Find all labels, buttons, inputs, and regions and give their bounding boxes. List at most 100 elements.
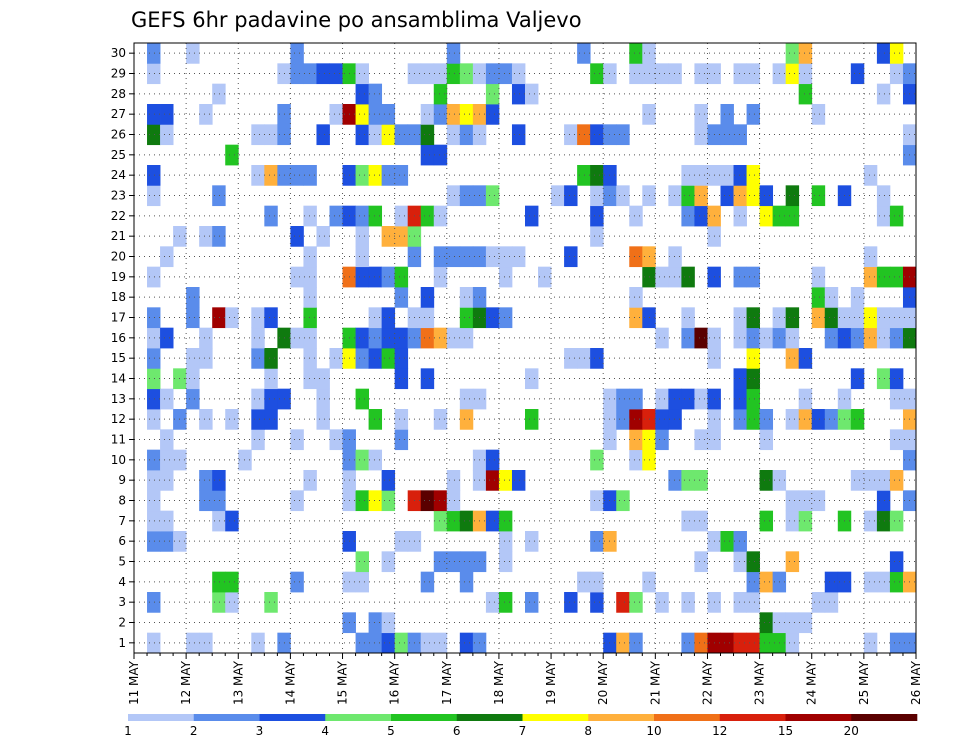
heatmap-cell xyxy=(590,490,604,512)
heatmap-cell xyxy=(186,368,200,390)
heatmap-cell xyxy=(577,571,591,593)
heatmap-cell xyxy=(746,592,760,613)
heatmap-cell xyxy=(889,470,904,491)
y-tick-label: 19 xyxy=(111,270,126,284)
heatmap-cell xyxy=(264,348,278,369)
heatmap-cell xyxy=(264,165,278,186)
heatmap-cell xyxy=(225,409,239,430)
heatmap-cell xyxy=(889,368,904,390)
heatmap-cell xyxy=(160,246,174,268)
heatmap-cell xyxy=(668,388,682,410)
heatmap-cell xyxy=(433,551,448,573)
heatmap-cell xyxy=(759,185,774,207)
heatmap-cell xyxy=(368,124,383,146)
heatmap-cell xyxy=(889,429,904,451)
heatmap-cell xyxy=(590,449,604,471)
y-tick-label: 18 xyxy=(111,290,126,304)
heatmap-cell xyxy=(629,307,643,329)
heatmap-cell xyxy=(433,490,448,512)
heatmap-cell xyxy=(629,205,643,227)
heatmap-cell xyxy=(251,348,265,369)
heatmap-cell xyxy=(381,551,396,573)
heatmap-cell xyxy=(251,124,265,146)
heatmap-cell xyxy=(564,348,578,369)
heatmap-cell xyxy=(694,185,708,207)
legend-label: 3 xyxy=(256,724,264,738)
heatmap-cell xyxy=(850,368,865,390)
heatmap-cell xyxy=(785,327,800,349)
heatmap-cell xyxy=(668,185,682,207)
heatmap-cell xyxy=(420,327,435,349)
heatmap-cell xyxy=(147,104,161,125)
heatmap-cell xyxy=(420,368,435,390)
heatmap-cell xyxy=(629,592,643,613)
heatmap-cell xyxy=(368,165,383,186)
legend-label: 5 xyxy=(387,724,395,738)
heatmap-cell xyxy=(264,368,278,390)
heatmap-cell xyxy=(459,632,474,654)
heatmap-cell xyxy=(446,43,461,64)
heatmap-cell xyxy=(629,287,643,308)
y-tick-label: 9 xyxy=(118,473,126,487)
legend-swatch xyxy=(128,714,195,721)
heatmap-cell xyxy=(525,205,539,227)
heatmap-cell xyxy=(316,63,330,85)
heatmap-cell xyxy=(733,592,747,613)
heatmap-cell xyxy=(225,144,239,166)
heatmap-cell xyxy=(498,592,513,613)
y-tick-label: 13 xyxy=(111,392,126,406)
heatmap-cell xyxy=(525,83,539,105)
legend-label: 2 xyxy=(190,724,198,738)
heatmap-cell xyxy=(264,388,278,410)
heatmap-cell xyxy=(420,307,435,329)
heatmap-cell xyxy=(876,266,891,288)
heatmap-cell xyxy=(329,429,343,451)
heatmap-cell xyxy=(355,490,369,512)
heatmap-cell xyxy=(746,409,760,430)
heatmap-cell xyxy=(590,531,604,552)
heatmap-cell xyxy=(863,632,878,654)
heatmap-cell xyxy=(720,185,734,207)
heatmap-cell xyxy=(147,470,161,491)
heatmap-cell xyxy=(368,266,383,288)
heatmap-cell xyxy=(694,388,708,410)
heatmap-cell xyxy=(381,307,396,329)
legend-label: 8 xyxy=(584,724,592,738)
heatmap-cell xyxy=(212,185,226,207)
heatmap-cell xyxy=(681,185,695,207)
heatmap-cell xyxy=(785,43,800,64)
heatmap-cell xyxy=(394,429,409,451)
heatmap-cell xyxy=(355,226,369,247)
heatmap-cell xyxy=(655,429,669,451)
heatmap-cell xyxy=(785,409,800,430)
x-tick-label: 21 MAY xyxy=(648,660,662,705)
heatmap-cell xyxy=(655,266,669,288)
heatmap-cell xyxy=(590,63,604,85)
heatmap-cell xyxy=(303,246,317,268)
heatmap-cell xyxy=(850,470,865,491)
heatmap-cell xyxy=(863,470,878,491)
heatmap-cell xyxy=(368,612,383,634)
heatmap-cell xyxy=(785,510,800,532)
heatmap-cell xyxy=(564,246,578,268)
heatmap-cell xyxy=(746,104,760,125)
heatmap-cell xyxy=(394,266,409,288)
heatmap-cell xyxy=(433,104,448,125)
heatmap-cell xyxy=(394,409,409,430)
x-tick-label: 16 MAY xyxy=(388,660,402,705)
heatmap-cell xyxy=(290,429,304,451)
legend: 1 2 3 4 5 6 7 8 10 12 15 20 xyxy=(124,714,918,738)
heatmap-cell xyxy=(147,388,161,410)
y-tick-label: 21 xyxy=(111,229,126,243)
heatmap-cell xyxy=(889,205,904,227)
y-tick-label: 29 xyxy=(111,67,126,81)
heatmap-cell xyxy=(798,510,813,532)
heatmap-cell xyxy=(746,63,760,85)
y-tick-label: 30 xyxy=(111,46,126,60)
x-tick-label: 25 MAY xyxy=(857,660,871,705)
heatmap-cell xyxy=(433,510,448,532)
heatmap-cell xyxy=(355,205,369,227)
heatmap-cell xyxy=(525,531,539,552)
heatmap-cell xyxy=(303,368,317,390)
heatmap-cell xyxy=(394,632,409,654)
